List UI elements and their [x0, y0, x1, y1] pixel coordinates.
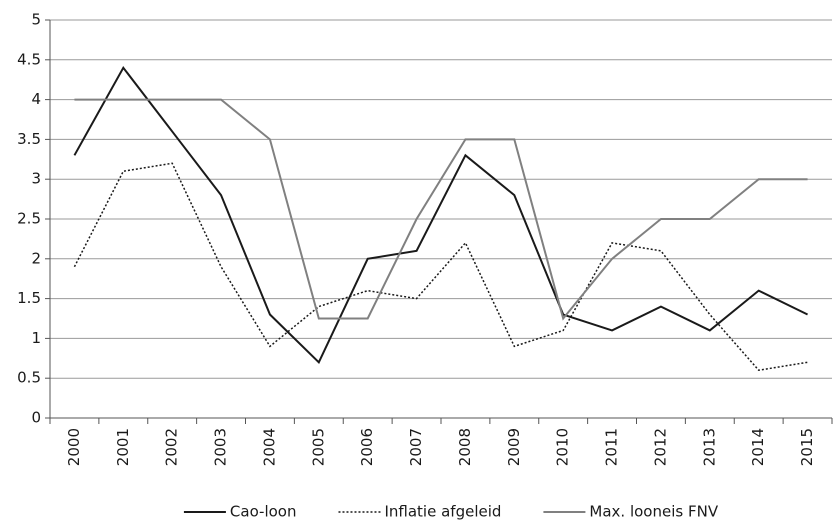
x-tick-label: 2011	[603, 428, 621, 466]
y-tick-label: 0.5	[17, 369, 41, 387]
x-tick-label: 2010	[554, 428, 572, 466]
y-tick-label: 4.5	[17, 50, 41, 68]
x-tick-label: 2014	[749, 428, 767, 466]
x-tick-label: 2012	[651, 428, 669, 466]
y-tick-label: 2	[31, 249, 41, 267]
series-line	[73, 65, 809, 364]
x-tick-label: 2007	[407, 428, 425, 466]
y-tick-label: 3	[31, 170, 41, 188]
y-tick-label: 5	[31, 11, 41, 29]
series-line	[73, 162, 808, 372]
y-tick-label: 1.5	[17, 289, 41, 307]
y-tick-label: 4	[31, 90, 41, 108]
y-tick-label: 0	[31, 409, 41, 427]
x-tick-label: 2001	[114, 428, 132, 466]
x-tick-label: 2008	[456, 428, 474, 466]
legend-label: Inflatie afgeleid	[384, 503, 501, 521]
x-tick-label: 2005	[309, 428, 327, 466]
y-tick-label: 2.5	[17, 210, 41, 228]
legend: Cao-loon Inflatie afgeleid Max. looneis FN…	[183, 503, 719, 521]
x-tick-label: 2015	[798, 428, 816, 466]
x-tick-label: 2000	[65, 428, 83, 466]
series-line	[74, 98, 808, 321]
x-tick-label: 2002	[163, 428, 181, 466]
y-tick-label: 3.5	[17, 130, 41, 148]
legend-label: Max. looneis FNV	[589, 503, 718, 521]
x-tick-label: 2004	[260, 428, 278, 466]
x-tick-label: 2013	[700, 428, 718, 466]
x-tick-label: 2003	[212, 428, 230, 466]
y-tick-label: 1	[31, 329, 41, 347]
x-tick-label: 2009	[505, 428, 523, 466]
legend-label: Cao-loon	[230, 503, 297, 521]
x-tick-label: 2006	[358, 428, 376, 466]
